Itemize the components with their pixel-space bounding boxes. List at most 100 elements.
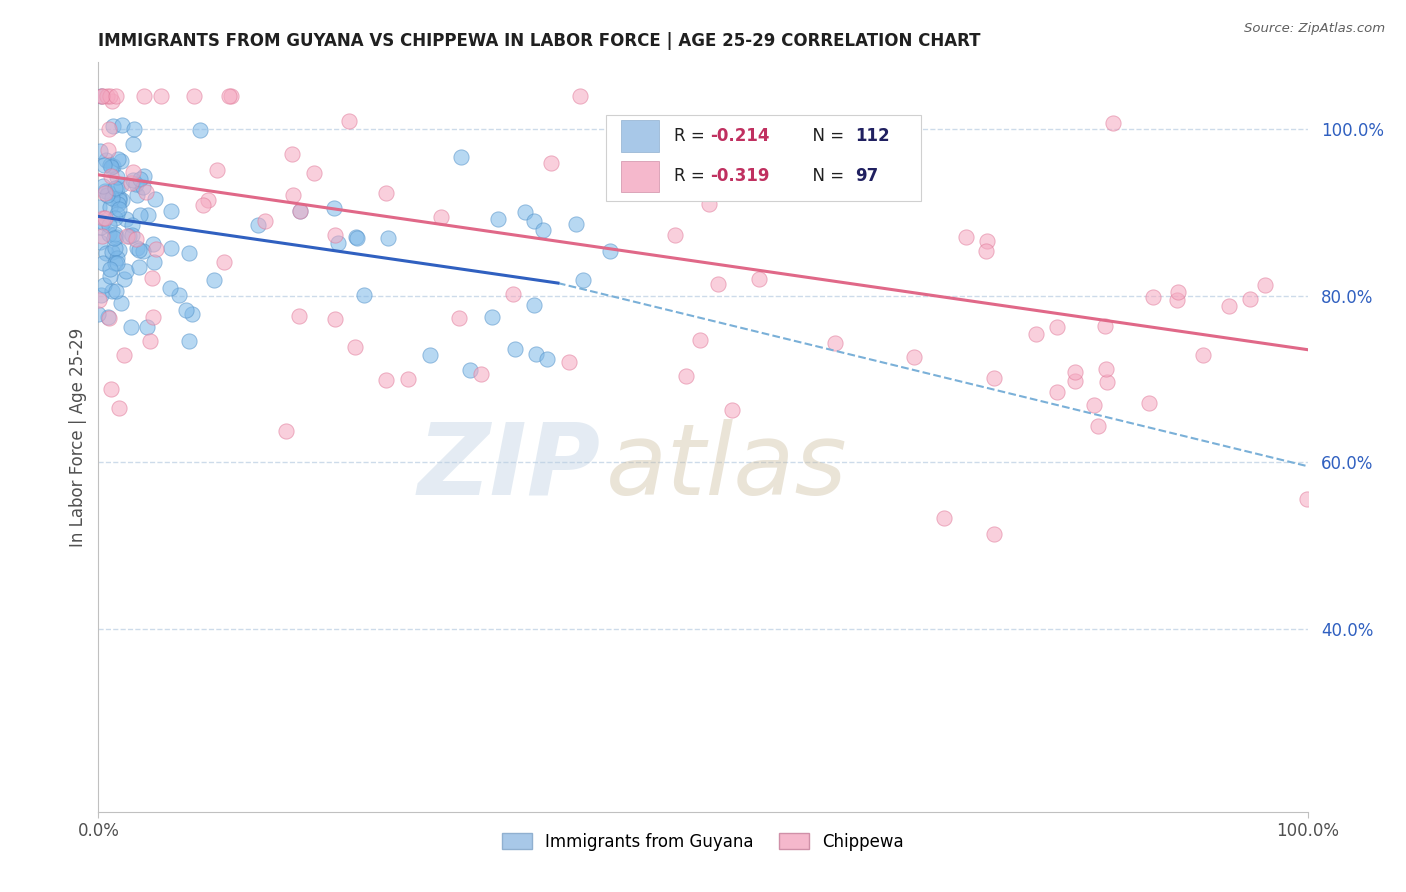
Point bbox=[91, 88, 114, 103]
Point bbox=[882, 117, 904, 131]
Point bbox=[188, 123, 211, 137]
Point bbox=[141, 270, 163, 285]
Point bbox=[136, 320, 159, 334]
Point bbox=[121, 165, 143, 179]
Point bbox=[513, 205, 536, 219]
Point bbox=[100, 382, 122, 396]
Text: R =: R = bbox=[673, 168, 710, 186]
Point bbox=[932, 511, 955, 525]
Point bbox=[481, 310, 503, 324]
Point bbox=[375, 186, 398, 201]
Point bbox=[302, 166, 325, 180]
Point bbox=[91, 256, 114, 270]
Point bbox=[114, 263, 136, 277]
Point bbox=[983, 371, 1005, 385]
Point bbox=[89, 235, 111, 249]
Point bbox=[128, 260, 150, 274]
Point bbox=[98, 88, 121, 103]
Point bbox=[111, 119, 134, 133]
Point bbox=[323, 228, 346, 243]
Point bbox=[375, 373, 398, 387]
Point bbox=[571, 273, 593, 287]
Text: Source: ZipAtlas.com: Source: ZipAtlas.com bbox=[1244, 22, 1385, 36]
Point bbox=[1254, 278, 1277, 293]
Legend: Immigrants from Guyana, Chippewa: Immigrants from Guyana, Chippewa bbox=[495, 826, 911, 857]
Point bbox=[91, 211, 114, 225]
Point bbox=[96, 245, 118, 260]
Point bbox=[108, 191, 131, 205]
Point bbox=[94, 211, 117, 225]
Point bbox=[1083, 398, 1105, 412]
Point bbox=[90, 88, 112, 103]
Point bbox=[110, 153, 132, 168]
FancyBboxPatch shape bbox=[621, 161, 659, 192]
Point bbox=[98, 262, 121, 277]
Point bbox=[218, 88, 240, 103]
Point bbox=[486, 212, 509, 227]
Point bbox=[101, 119, 124, 133]
Point bbox=[136, 208, 159, 222]
Point bbox=[128, 244, 150, 258]
Point bbox=[1097, 375, 1119, 389]
FancyBboxPatch shape bbox=[621, 120, 659, 152]
Point bbox=[115, 212, 138, 227]
Point bbox=[1094, 362, 1116, 376]
Point bbox=[107, 197, 129, 211]
Point bbox=[121, 228, 143, 243]
Point bbox=[191, 198, 214, 212]
Point bbox=[419, 348, 441, 362]
Point bbox=[142, 310, 165, 324]
Text: R =: R = bbox=[673, 127, 710, 145]
Point bbox=[1025, 327, 1047, 342]
Point bbox=[104, 88, 127, 103]
Point bbox=[104, 230, 127, 244]
Point bbox=[1046, 384, 1069, 399]
Point bbox=[97, 227, 120, 241]
Point bbox=[112, 271, 135, 285]
Point bbox=[98, 310, 121, 325]
Point bbox=[458, 363, 481, 377]
Point bbox=[160, 241, 183, 255]
Point bbox=[89, 145, 111, 159]
Text: -0.214: -0.214 bbox=[710, 127, 769, 145]
Point bbox=[1239, 293, 1261, 307]
Point bbox=[290, 204, 312, 219]
Point bbox=[97, 122, 120, 136]
Point bbox=[205, 162, 228, 177]
Point bbox=[748, 271, 770, 285]
Point bbox=[169, 288, 191, 302]
Point bbox=[125, 188, 148, 202]
Point bbox=[523, 214, 546, 228]
Point bbox=[98, 218, 121, 232]
Text: 112: 112 bbox=[855, 127, 890, 145]
Point bbox=[98, 268, 121, 283]
Point bbox=[91, 178, 114, 193]
Point bbox=[121, 137, 143, 152]
Point bbox=[740, 128, 762, 142]
Point bbox=[353, 288, 375, 302]
Point bbox=[160, 203, 183, 218]
Point bbox=[101, 159, 124, 173]
Point bbox=[94, 184, 117, 198]
Point bbox=[558, 355, 581, 369]
Point bbox=[974, 244, 997, 258]
Point bbox=[120, 319, 142, 334]
Point bbox=[101, 244, 124, 259]
Point bbox=[90, 228, 112, 243]
Point bbox=[449, 310, 471, 325]
Point bbox=[98, 200, 121, 214]
Point bbox=[377, 230, 399, 244]
Point bbox=[1087, 418, 1109, 433]
Point bbox=[707, 277, 730, 292]
Point bbox=[110, 178, 132, 193]
Point bbox=[246, 218, 269, 232]
Text: N =: N = bbox=[803, 168, 849, 186]
Point bbox=[565, 217, 588, 231]
Point bbox=[599, 244, 621, 258]
Point bbox=[396, 372, 419, 386]
Point bbox=[197, 193, 219, 207]
Point bbox=[93, 277, 115, 292]
Point bbox=[221, 88, 243, 103]
Point bbox=[104, 256, 127, 270]
Point bbox=[125, 232, 148, 246]
